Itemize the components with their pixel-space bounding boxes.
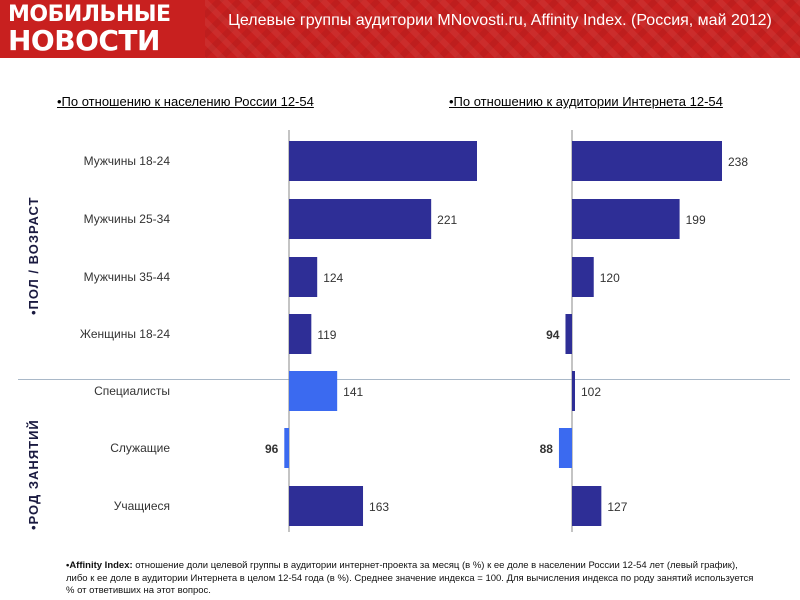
data-label: 199 [686, 213, 706, 227]
data-label: 124 [323, 271, 343, 285]
group-divider [18, 379, 790, 380]
logo-top-text: МОБИЛЬНЫЕ [8, 2, 171, 27]
category-label: Учащиеся [114, 499, 170, 513]
footnote-lead: •Affinity Index: [66, 560, 133, 571]
data-label: 96 [265, 442, 279, 456]
category-label: Мужчины 18-24 [84, 154, 171, 168]
bar [289, 486, 364, 526]
category-label: Служащие [110, 441, 170, 455]
bar [565, 314, 572, 354]
logo: МОБИЛЬНЫЕ НОВОСТИ [0, 0, 205, 58]
footnote: •Affinity Index: отношение доли целевой … [66, 560, 756, 598]
bar [558, 428, 572, 468]
bar [572, 486, 602, 526]
footnote-text: отношение доли целевой группы в аудитори… [66, 560, 754, 596]
data-label: 94 [546, 328, 560, 342]
data-label: 120 [600, 271, 620, 285]
category-label: Специалисты [94, 384, 170, 398]
logo-bottom-text: НОВОСТИ [8, 24, 160, 57]
data-label: 88 [540, 442, 554, 456]
data-label: 141 [343, 385, 363, 399]
bar [289, 314, 312, 354]
data-label: 102 [581, 385, 601, 399]
category-label: Мужчины 25-34 [84, 212, 171, 226]
bar [284, 428, 289, 468]
bar [289, 371, 338, 411]
data-label: 119 [317, 328, 336, 342]
bar [572, 257, 594, 297]
header-banner: МОБИЛЬНЫЕ НОВОСТИ Целевые группы аудитор… [0, 0, 800, 58]
data-label: 238 [728, 155, 748, 169]
category-label: Женщины 18-24 [80, 327, 170, 341]
data-label: 163 [369, 500, 389, 514]
bar [289, 199, 432, 239]
bar [572, 199, 680, 239]
page-title: Целевые группы аудитории MNovosti.ru, Af… [228, 12, 772, 29]
bar [572, 371, 575, 411]
left-chart-title: •По отношению к населению России 12-54 [57, 94, 314, 109]
bar [289, 141, 477, 181]
data-label: 221 [437, 213, 457, 227]
right-chart-title: •По отношению к аудитории Интернета 12-5… [449, 94, 723, 109]
bar [572, 141, 722, 181]
bar [289, 257, 318, 297]
data-label: 127 [607, 500, 627, 514]
category-label: Мужчины 35-44 [84, 270, 171, 284]
